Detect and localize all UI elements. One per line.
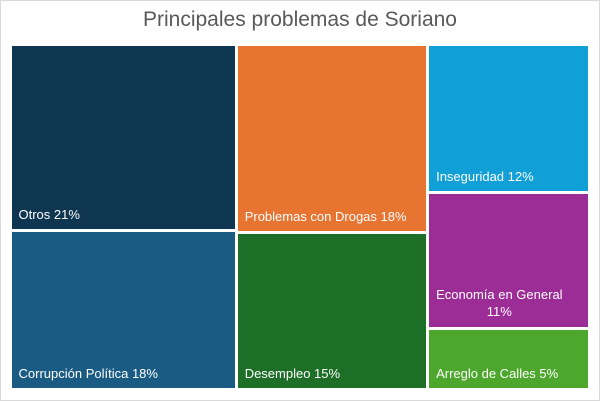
treemap-tile: Inseguridad 12%: [429, 45, 589, 191]
treemap-tile: Corrupción Política 18%: [11, 231, 235, 389]
treemap-tile-label-line2: 11%: [486, 303, 512, 319]
treemap-tile: Problemas con Drogas 18%: [237, 45, 427, 232]
treemap-tile-label: Otros 21%: [18, 206, 80, 222]
treemap-tile: Otros 21%: [11, 45, 235, 229]
treemap-tile: Arreglo de Calles 5%: [429, 329, 589, 389]
treemap-tile-label: Problemas con Drogas 18%: [244, 209, 407, 225]
chart-title: Principales problemas de Soriano: [142, 8, 457, 31]
treemap-tile-label: Economía en General 11%: [436, 286, 562, 320]
treemap-tile-label: Inseguridad 12%: [436, 168, 534, 184]
treemap-tile: Desempleo 15%: [237, 234, 427, 389]
treemap-tile: Economía en General 11%: [429, 193, 589, 327]
treemap-tile-label: Desempleo 15%: [244, 366, 341, 382]
treemap-tile-label: Arreglo de Calles 5%: [436, 366, 559, 382]
treemap-tile-label: Corrupción Política 18%: [18, 366, 158, 382]
treemap-tile-label-line1: Economía en General: [436, 286, 563, 302]
